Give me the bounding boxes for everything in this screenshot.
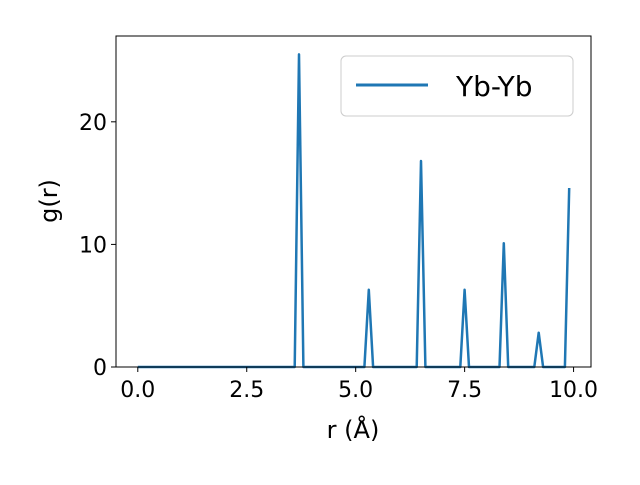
y-tick-label: 20	[79, 111, 107, 136]
x-tick-label: 10.0	[549, 378, 598, 403]
y-tick-label: 0	[93, 356, 107, 381]
axes-frame	[115, 35, 592, 368]
x-axis-ticks: 0.0 2.5 5.0 7.5 10.0	[120, 367, 598, 403]
x-tick-label: 5.0	[338, 378, 373, 403]
y-tick-label: 10	[79, 233, 107, 258]
y-axis-ticks: 0 10 20	[79, 111, 116, 381]
legend: Yb-Yb	[340, 55, 574, 117]
legend-label-yb-yb: Yb-Yb	[455, 70, 533, 103]
x-tick-label: 2.5	[229, 378, 264, 403]
x-axis-label: r (Å)	[327, 415, 380, 444]
legend-box	[340, 55, 574, 117]
y-axis-label: g(r)	[35, 179, 63, 223]
x-tick-label: 0.0	[120, 378, 155, 403]
x-tick-label: 7.5	[447, 378, 482, 403]
